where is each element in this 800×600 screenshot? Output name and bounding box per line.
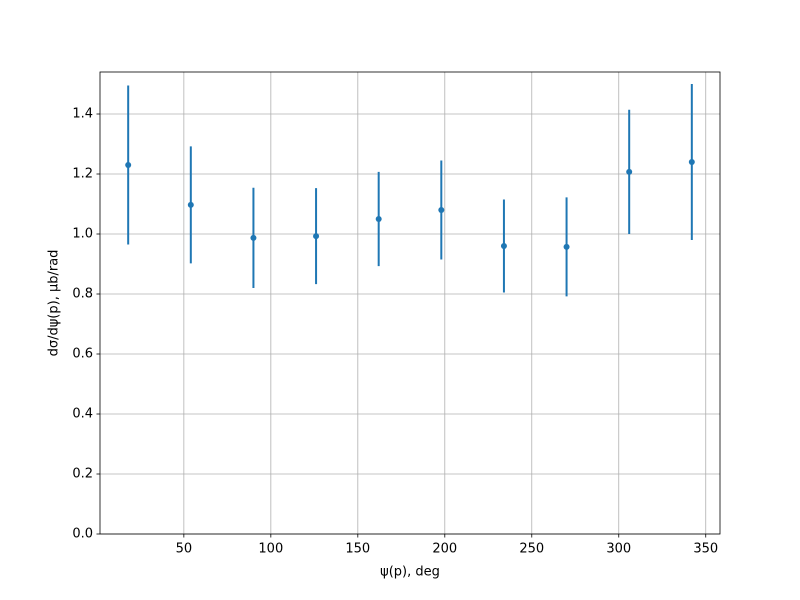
y-tick-label: 0.4 [72, 407, 93, 422]
data-point [626, 168, 633, 175]
x-tick-label: 300 [606, 542, 631, 557]
y-tick-label: 0.0 [72, 527, 93, 542]
y-tick-label: 1.4 [72, 107, 93, 122]
x-tick-label: 250 [519, 542, 544, 557]
data-point [187, 201, 194, 208]
x-tick-label: 100 [258, 542, 283, 557]
axes-frame [99, 71, 721, 535]
data-point [313, 233, 320, 240]
y-tick-label: 1.2 [72, 167, 93, 182]
x-tick-label: 350 [693, 542, 718, 557]
x-tick-label: 50 [176, 542, 193, 557]
data-point [500, 243, 507, 249]
data-point [438, 207, 445, 213]
x-tick-label: 150 [345, 542, 370, 557]
data-point [250, 234, 257, 241]
data-point [375, 216, 382, 222]
y-tick-label: 0.2 [72, 467, 93, 482]
x-tick-label: 200 [432, 542, 457, 557]
data-point [563, 243, 570, 250]
y-tick-label: 1.0 [72, 227, 93, 242]
y-axis-label: dσ/dψ(p), μb/rad [47, 250, 62, 357]
y-tick-label: 0.6 [72, 347, 93, 362]
x-axis-label: ψ(p), deg [380, 565, 440, 580]
plot-layer: 0.0 0.2 0.4 0.6 0.8 1.0 1.2 1.4 50 100 150 200 250 30… [72, 72, 720, 557]
data-point [688, 159, 695, 165]
data-point [125, 162, 132, 168]
y-tick-label: 0.8 [72, 287, 93, 302]
